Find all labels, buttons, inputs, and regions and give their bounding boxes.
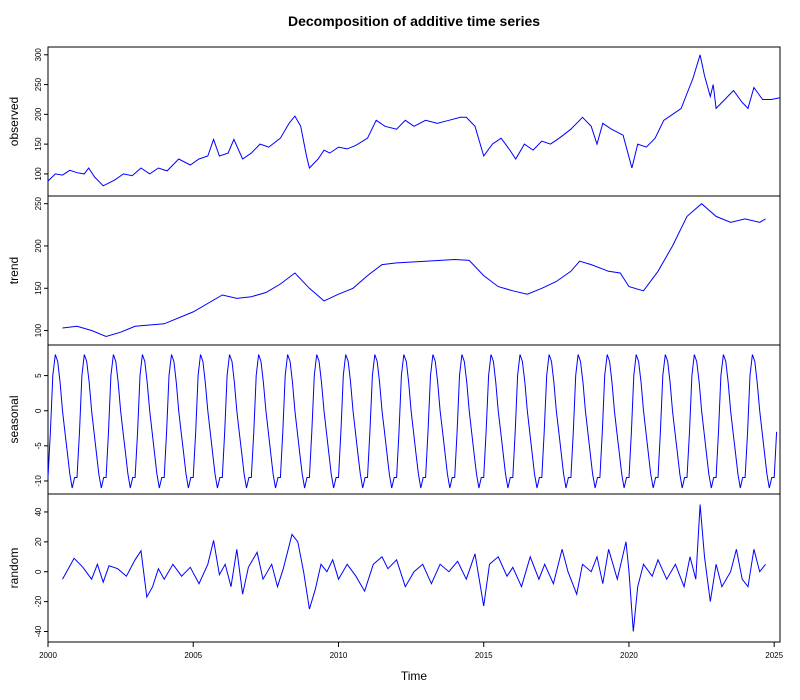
- seasonal-ylabel: seasonal: [7, 395, 21, 443]
- observed-ytick-label: 200: [34, 107, 43, 121]
- random-frame: [47, 493, 781, 643]
- random-ytick-label: 0: [34, 569, 43, 574]
- trend-ytick-label: 150: [34, 281, 43, 295]
- observed-ytick-label: 300: [34, 48, 43, 62]
- random-ytick-label: -20: [34, 595, 43, 607]
- random-ytick-label: 40: [34, 507, 43, 516]
- trend-ylabel: trend: [7, 257, 21, 284]
- seasonal-ytick-label: -10: [34, 475, 43, 487]
- trend-frame: [47, 195, 781, 346]
- observed-ytick-label: 250: [34, 77, 43, 91]
- trend-ytick-label: 200: [34, 239, 43, 253]
- x-axis-label: Time: [401, 669, 428, 683]
- seasonal-frame: [47, 344, 781, 495]
- xtick-label: 2010: [330, 651, 348, 660]
- random-ytick-label: -40: [34, 625, 43, 637]
- seasonal-ytick-label: -5: [34, 442, 43, 450]
- seasonal-ytick-label: 5: [34, 373, 43, 378]
- observed-ylabel: observed: [7, 97, 21, 146]
- seasonal-ytick-label: 0: [34, 408, 43, 413]
- panel-seasonal: -10 -5 0 5 seasonal: [7, 344, 781, 495]
- observed-frame: [47, 46, 781, 197]
- panels-group: 100150200250300observed100150200250trend…: [7, 46, 784, 660]
- xtick-label: 2000: [39, 651, 57, 660]
- xtick-label: 2020: [620, 651, 638, 660]
- xtick-label: 2015: [475, 651, 493, 660]
- xtick-label: 2005: [184, 651, 202, 660]
- panel-observed: 100 150 200 250 300 observed: [7, 46, 781, 197]
- xtick-label: 2025: [765, 651, 783, 660]
- trend-series-line: [62, 203, 766, 338]
- seasonal-series-line: [47, 354, 778, 489]
- observed-ytick-label: 100: [34, 167, 43, 181]
- trend-ytick-label: 100: [34, 323, 43, 337]
- panel-random: -40 -20 0 20 40 random: [7, 493, 781, 643]
- panel-trend: 100 150 200 250 trend: [7, 195, 781, 346]
- random-series-line: [62, 504, 766, 632]
- observed-series-line: [47, 54, 781, 187]
- trend-ytick-label: 250: [34, 196, 43, 210]
- random-ytick-label: 20: [34, 537, 43, 546]
- chart-title: Decomposition of additive time series: [288, 13, 540, 29]
- observed-ytick-label: 150: [34, 137, 43, 151]
- random-ylabel: random: [7, 548, 21, 589]
